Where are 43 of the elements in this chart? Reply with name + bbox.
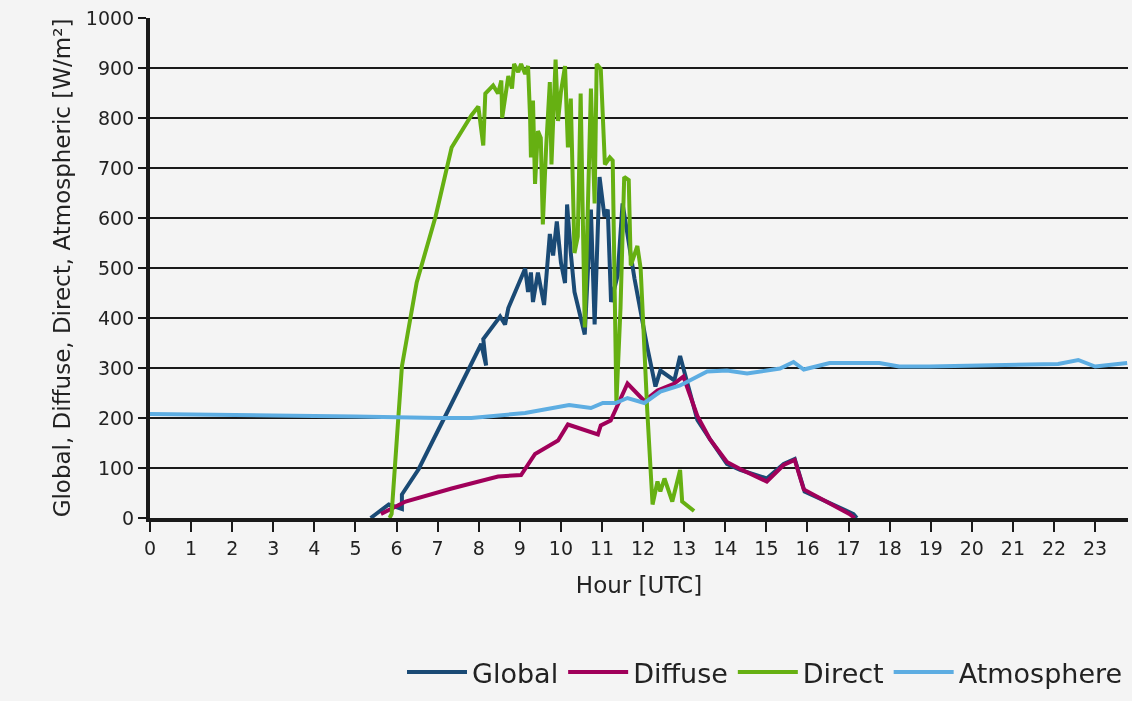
y-tick-label: 900 bbox=[97, 56, 135, 79]
x-tick-label: 19 bbox=[918, 536, 943, 559]
x-tick-label: 3 bbox=[267, 536, 280, 559]
x-tick-label: 23 bbox=[1083, 536, 1108, 559]
x-tick-label: 1 bbox=[185, 536, 198, 559]
x-tick-label: 16 bbox=[795, 536, 820, 559]
x-axis-title: Hour [UTC] bbox=[575, 571, 703, 598]
y-tick-label: 1000 bbox=[85, 6, 135, 29]
x-tick-label: 7 bbox=[431, 536, 444, 559]
x-tick-label: 21 bbox=[1000, 536, 1026, 559]
line-series bbox=[387, 57, 697, 518]
x-tick-label: 11 bbox=[589, 536, 615, 559]
x-tick-label: 12 bbox=[631, 536, 656, 559]
x-tick-label: 8 bbox=[472, 536, 485, 559]
x-tick-label: 10 bbox=[548, 536, 574, 559]
x-tick-label: 20 bbox=[959, 536, 984, 559]
line-series bbox=[378, 374, 857, 518]
x-tick-label: 9 bbox=[513, 536, 526, 559]
x-tick-label: 22 bbox=[1041, 536, 1067, 559]
y-tick-label: 800 bbox=[97, 106, 135, 129]
x-tick-label: 18 bbox=[877, 536, 902, 559]
x-tick-label: 17 bbox=[836, 536, 861, 559]
y-tick-label: 600 bbox=[97, 206, 135, 229]
y-tick-label: 500 bbox=[97, 256, 135, 279]
y-tick-label: 0 bbox=[122, 506, 135, 529]
y-tick-label: 200 bbox=[97, 406, 135, 429]
x-tick-label: 2 bbox=[226, 536, 239, 559]
y-tick-label: 100 bbox=[97, 456, 135, 479]
y-axis-title: Global, Diffuse, Direct, Atmospheric [W/m²] bbox=[48, 18, 75, 518]
y-tick-label: 700 bbox=[97, 156, 135, 179]
x-tick-label: 6 bbox=[390, 536, 403, 559]
x-tick-label: 0 bbox=[143, 536, 157, 559]
y-tick-label: 300 bbox=[97, 356, 135, 379]
x-tick-label: 4 bbox=[308, 536, 321, 559]
x-tick-label: 15 bbox=[754, 536, 779, 559]
legend-label: Direct bbox=[802, 657, 884, 689]
legend-label: Diffuse bbox=[633, 657, 728, 689]
x-tick-label: 5 bbox=[349, 536, 362, 559]
x-tick-label: 13 bbox=[672, 536, 697, 559]
legend-label: Global bbox=[472, 657, 559, 689]
legend-label: Atmosphere bbox=[958, 657, 1123, 689]
x-tick-label: 14 bbox=[713, 536, 738, 559]
y-tick-label: 400 bbox=[97, 306, 135, 329]
